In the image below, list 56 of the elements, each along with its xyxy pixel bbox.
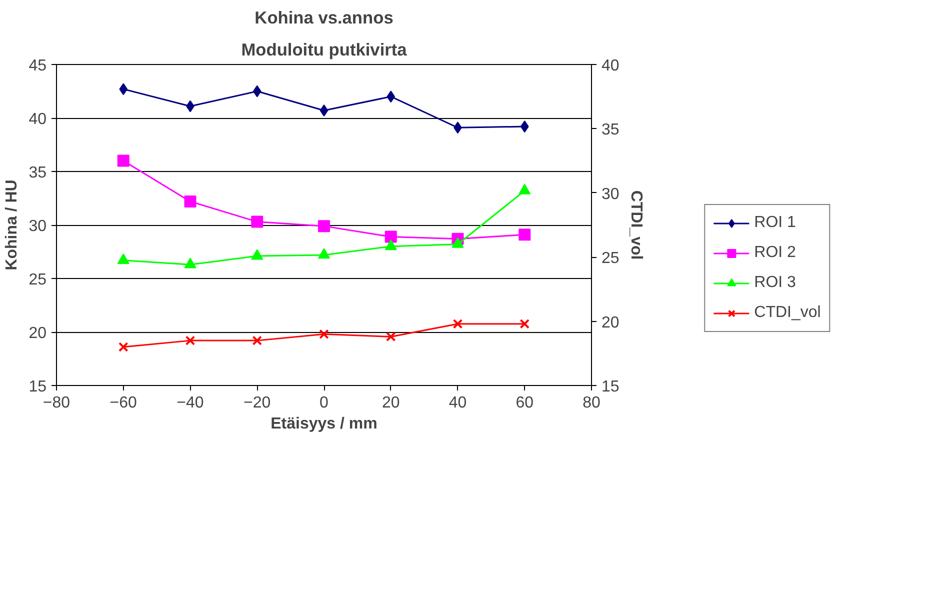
chart-subtitle: Moduloitu putkivirta: [241, 40, 408, 60]
legend-label: ROI 3: [754, 274, 796, 292]
y-tick-label: 25: [28, 272, 47, 288]
y2-tick-label: 20: [602, 314, 620, 332]
point: [252, 85, 262, 98]
point: [520, 318, 530, 329]
legend-label: ROI 2: [754, 244, 796, 262]
x-tick-label: 0: [320, 394, 329, 412]
y2-tick-label: 25: [602, 250, 620, 268]
point: [184, 195, 196, 208]
point: [452, 318, 463, 329]
point: [384, 240, 397, 250]
point: [520, 120, 529, 133]
point: [117, 154, 130, 167]
point: [318, 220, 330, 232]
legend-label: ROI 1: [754, 214, 796, 232]
x-tick-label: 80: [582, 394, 600, 412]
x-tick-label: −80: [42, 394, 70, 412]
point: [320, 104, 328, 117]
point: [319, 329, 329, 340]
y2-tick-label: 30: [602, 186, 620, 203]
point: [251, 249, 264, 260]
point: [386, 90, 396, 103]
chart-title: Kohina vs.annos: [254, 8, 394, 28]
point: [386, 332, 396, 342]
point: [251, 216, 264, 228]
x-tick-label: 20: [382, 394, 400, 412]
y2-tick-label: 35: [602, 122, 620, 139]
point: [118, 342, 128, 352]
point: [518, 228, 531, 241]
y-tick-label: 20: [28, 325, 47, 342]
y2-tick-label: 15: [602, 378, 620, 396]
y-tick-label: 30: [28, 218, 47, 235]
y2-axis-title: CTDI_vol: [627, 190, 644, 260]
x-tick-label: −60: [110, 394, 138, 412]
point: [318, 248, 330, 259]
point: [185, 336, 196, 346]
point: [117, 253, 130, 264]
x-tick-label: −20: [244, 394, 271, 412]
y-tick-label: 40: [28, 111, 47, 128]
point: [384, 230, 397, 243]
point: [518, 184, 531, 194]
y2-tick-label: 40: [602, 58, 620, 74]
x-tick-label: −40: [176, 394, 204, 412]
x-tick-label: 40: [448, 394, 467, 412]
x-axis-title: Etäisyys / mm: [270, 416, 378, 432]
point: [452, 237, 464, 248]
y-tick-label: 35: [28, 164, 47, 182]
point: [252, 336, 262, 346]
y-axis-title: Kohina / HU: [4, 180, 21, 270]
point: [119, 83, 128, 96]
y-tick-label: 15: [28, 378, 47, 396]
x-tick-label: 60: [516, 394, 534, 412]
y-tick-label: 45: [28, 58, 47, 74]
point: [184, 258, 196, 268]
legend-label: CTDI_vol: [754, 304, 821, 322]
